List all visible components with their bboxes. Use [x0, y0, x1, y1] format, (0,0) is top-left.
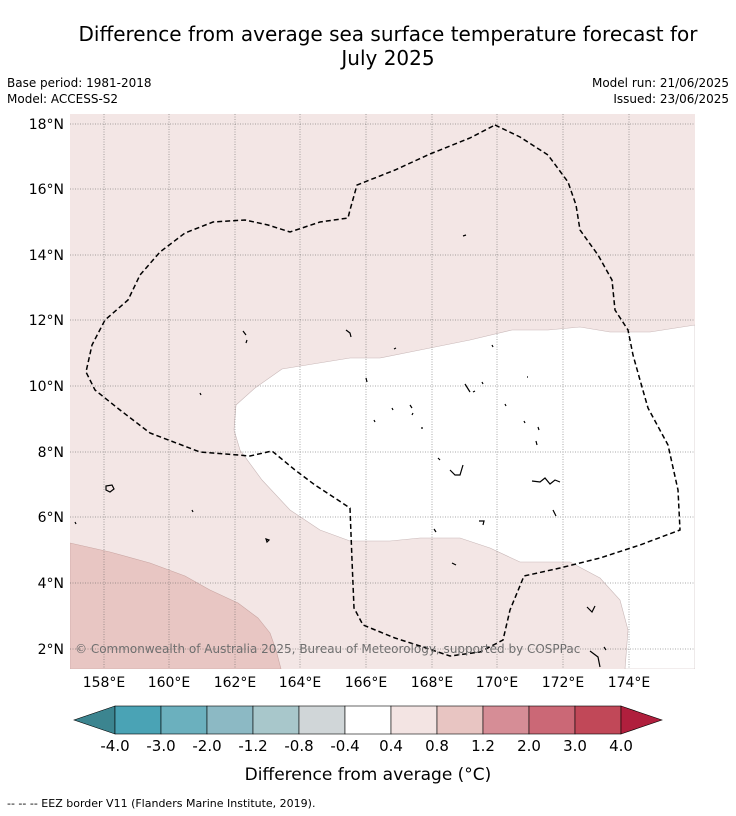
- colorbar-label: 0.8: [425, 737, 449, 755]
- colorbar-label: 0.4: [379, 737, 403, 755]
- model-name: Model: ACCESS-S2: [7, 92, 119, 106]
- colorbar-segment: [298, 705, 346, 735]
- issued-date: Issued: 23/06/2025: [613, 92, 729, 106]
- colorbar-segment: [114, 705, 162, 735]
- title-line-2: July 2025: [341, 46, 435, 70]
- base-period: Base period: 1981-2018: [7, 76, 152, 90]
- lat-label: 10°N: [29, 379, 64, 395]
- lon-label: 162°E: [214, 675, 257, 691]
- lon-label: 160°E: [148, 675, 191, 691]
- colorbar-label: -0.4: [330, 737, 359, 755]
- colorbar-label: 1.2: [471, 737, 495, 755]
- lon-label: 166°E: [345, 675, 388, 691]
- map-area: [70, 114, 695, 669]
- lon-label: 164°E: [279, 675, 322, 691]
- colorbar-segment: [344, 705, 392, 735]
- title-line-1: Difference from average sea surface temp…: [78, 22, 698, 46]
- meta-right: Model run: 21/06/2025 Issued: 23/06/2025: [592, 75, 729, 107]
- colorbar-label: -2.0: [192, 737, 221, 755]
- lat-label: 4°N: [38, 576, 64, 592]
- colorbar-high-extend: [620, 705, 663, 735]
- colorbar-segment: [252, 705, 300, 735]
- longitude-labels: 158°E 160°E 162°E 164°E 166°E 168°E 170°…: [83, 675, 651, 691]
- lat-label: 16°N: [29, 182, 64, 198]
- colorbar-segment: [574, 705, 622, 735]
- colorbar-label: -0.8: [284, 737, 313, 755]
- latitude-labels: 18°N 16°N 14°N 12°N 10°N 8°N 6°N 4°N 2°N: [29, 117, 64, 658]
- anomaly-region-neutral: [233, 324, 695, 669]
- lat-label: 14°N: [29, 248, 64, 264]
- copyright-notice: © Commonwealth of Australia 2025, Bureau…: [75, 642, 580, 656]
- lat-label: 8°N: [38, 445, 64, 461]
- colorbar-label: -4.0: [100, 737, 129, 755]
- colorbar-segment: [436, 705, 484, 735]
- lat-label: 6°N: [38, 510, 64, 526]
- eez-legend-note: -- -- -- EEZ border V11 (Flanders Marine…: [7, 797, 316, 810]
- lon-label: 174°E: [608, 675, 651, 691]
- anomaly-region-0.8-1.2: [70, 542, 282, 669]
- colorbar: -4.0 -3.0 -2.0 -1.2 -0.8 -0.4 0.4 0.8 1.…: [73, 705, 663, 785]
- lon-label: 172°E: [542, 675, 585, 691]
- eez-border: [85, 124, 681, 657]
- gridlines: [70, 114, 695, 669]
- colorbar-label: -3.0: [146, 737, 175, 755]
- model-run: Model run: 21/06/2025: [591, 76, 729, 90]
- colorbar-segment: [390, 705, 438, 735]
- colorbar-label: -1.2: [238, 737, 267, 755]
- colorbar-segment: [160, 705, 208, 735]
- islands: [74, 234, 607, 668]
- lon-label: 158°E: [83, 675, 126, 691]
- lat-label: 18°N: [29, 117, 64, 133]
- lat-label: 2°N: [38, 642, 64, 658]
- colorbar-label: 4.0: [609, 737, 633, 755]
- colorbar-segment: [206, 705, 254, 735]
- colorbar-label: 2.0: [517, 737, 541, 755]
- map-title: Difference from average sea surface temp…: [40, 22, 736, 70]
- colorbar-segment: [528, 705, 576, 735]
- colorbar-labels: -4.0 -3.0 -2.0 -1.2 -0.8 -0.4 0.4 0.8 1.…: [100, 737, 633, 755]
- colorbar-label: 3.0: [563, 737, 587, 755]
- lat-label: 12°N: [29, 313, 64, 329]
- lon-label: 170°E: [476, 675, 519, 691]
- colorbar-segment: [482, 705, 530, 735]
- meta-left: Base period: 1981-2018 Model: ACCESS-S2: [7, 75, 152, 107]
- colorbar-low-extend: [73, 705, 116, 735]
- lon-label: 168°E: [411, 675, 454, 691]
- colorbar-title: Difference from average (°C): [245, 765, 492, 785]
